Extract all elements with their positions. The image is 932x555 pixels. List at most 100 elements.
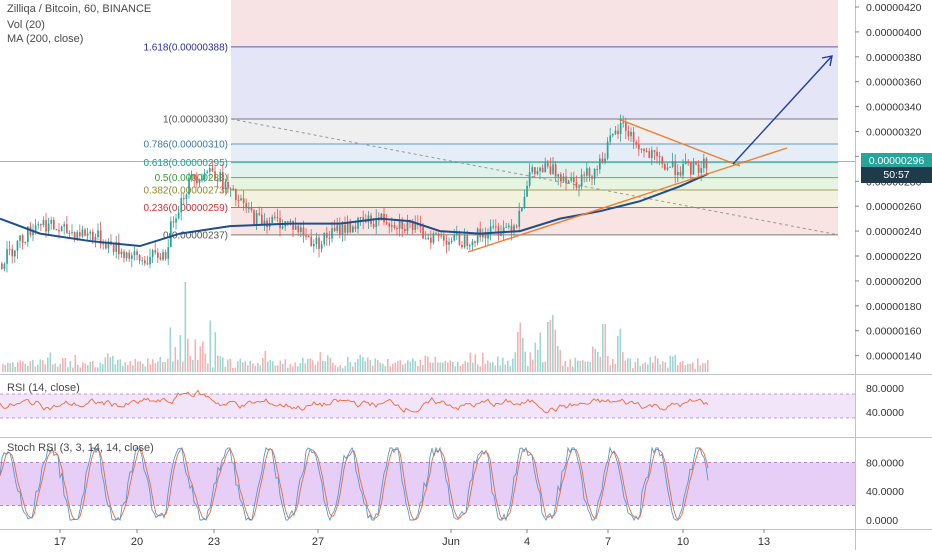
volume-bar xyxy=(592,346,594,372)
candle-body xyxy=(287,221,289,223)
volume-bar xyxy=(309,358,312,372)
candle-body xyxy=(552,164,554,174)
volume-bar xyxy=(574,357,577,372)
volume-bar xyxy=(359,354,362,372)
volume-bar xyxy=(477,364,479,372)
volume-bar xyxy=(404,363,407,372)
volume-bar xyxy=(312,360,314,372)
volume-bar xyxy=(429,362,432,372)
candle-body xyxy=(76,232,79,239)
volume-bar xyxy=(507,360,509,372)
candle-body xyxy=(229,188,232,190)
candle-body xyxy=(172,221,175,223)
candle-body xyxy=(664,163,666,170)
candle-body xyxy=(617,130,619,135)
volume-bar xyxy=(474,354,477,372)
candle-body xyxy=(281,226,284,229)
candle-body xyxy=(656,151,658,157)
candle-body xyxy=(40,224,42,226)
volume-bar xyxy=(122,366,124,372)
countdown-tag: 50:57 xyxy=(861,167,932,183)
candle-body xyxy=(180,198,183,213)
volume-bar xyxy=(259,365,262,372)
candle-body xyxy=(310,236,313,247)
candle-body xyxy=(123,251,125,259)
volume-bar xyxy=(172,361,174,372)
volume-bar xyxy=(112,355,114,372)
candle-body xyxy=(45,220,47,232)
candle-body xyxy=(578,186,580,188)
candle-body xyxy=(458,233,461,245)
candle-body xyxy=(198,180,201,184)
candle-body xyxy=(575,182,578,188)
volume-bar xyxy=(292,366,294,372)
volume-bar xyxy=(549,320,552,372)
fib-zone xyxy=(231,119,838,144)
volume-bar xyxy=(379,362,382,372)
candle-body xyxy=(315,237,318,244)
candle-body xyxy=(136,251,138,255)
volume-bar xyxy=(177,359,179,372)
volume-bar xyxy=(702,363,704,372)
candle-body xyxy=(359,217,362,219)
candle-body xyxy=(484,232,487,239)
volume-bar xyxy=(547,322,549,372)
volume-bar xyxy=(137,361,139,372)
volume-bar xyxy=(194,339,197,372)
volume-bar xyxy=(427,356,429,372)
candle-body xyxy=(60,226,63,232)
candle-body xyxy=(599,158,601,170)
volume-bar xyxy=(4,364,7,372)
volume-bar xyxy=(409,361,412,372)
time-axis-label: Jun xyxy=(442,536,460,548)
candle-body xyxy=(19,235,21,241)
volume-bar xyxy=(647,364,649,372)
candle-body xyxy=(97,230,99,238)
candle-body xyxy=(89,231,92,234)
volume-bar xyxy=(99,362,102,372)
candle-body xyxy=(643,148,645,152)
volume-bar xyxy=(419,359,422,372)
volume-bar xyxy=(49,352,52,372)
candle-body xyxy=(157,252,159,258)
volume-bar xyxy=(534,342,537,372)
volume-bar xyxy=(7,362,9,372)
candle-body xyxy=(193,174,196,179)
volume-bar xyxy=(149,364,152,372)
candle-body xyxy=(401,221,404,229)
candle-body xyxy=(53,219,55,230)
candle-body xyxy=(388,223,391,227)
volume-bar xyxy=(354,362,357,372)
candle-body xyxy=(591,176,593,179)
volume-bar xyxy=(389,366,392,372)
volume-bar xyxy=(544,361,547,372)
candle-body xyxy=(476,228,479,243)
volume-bar xyxy=(184,282,187,372)
rsi-axis-label: 80.0000 xyxy=(866,383,904,395)
candle-body xyxy=(383,213,385,223)
volume-bar xyxy=(217,355,219,372)
stoch-d-line xyxy=(0,447,709,521)
volume-bar xyxy=(387,359,389,372)
volume-bar xyxy=(374,358,377,372)
volume-bar xyxy=(679,362,682,372)
candle-body xyxy=(430,237,432,243)
volume-bar xyxy=(162,362,164,372)
volume-bar xyxy=(347,356,349,372)
candle-body xyxy=(276,217,279,219)
candle-body xyxy=(86,233,89,236)
fib-level-label: 0.618(0.00000295) xyxy=(143,158,228,169)
candle-body xyxy=(508,225,510,227)
volume-bar xyxy=(444,360,447,372)
candle-body xyxy=(125,252,128,259)
volume-bar xyxy=(164,361,167,372)
volume-bar xyxy=(29,361,32,372)
candle-body xyxy=(154,250,157,253)
price-axis-label: 0.00000240 xyxy=(866,226,922,238)
volume-bar xyxy=(357,358,359,372)
candle-body xyxy=(146,263,149,265)
candle-body xyxy=(16,240,19,251)
candle-body xyxy=(274,216,276,218)
candle-body xyxy=(500,233,502,236)
